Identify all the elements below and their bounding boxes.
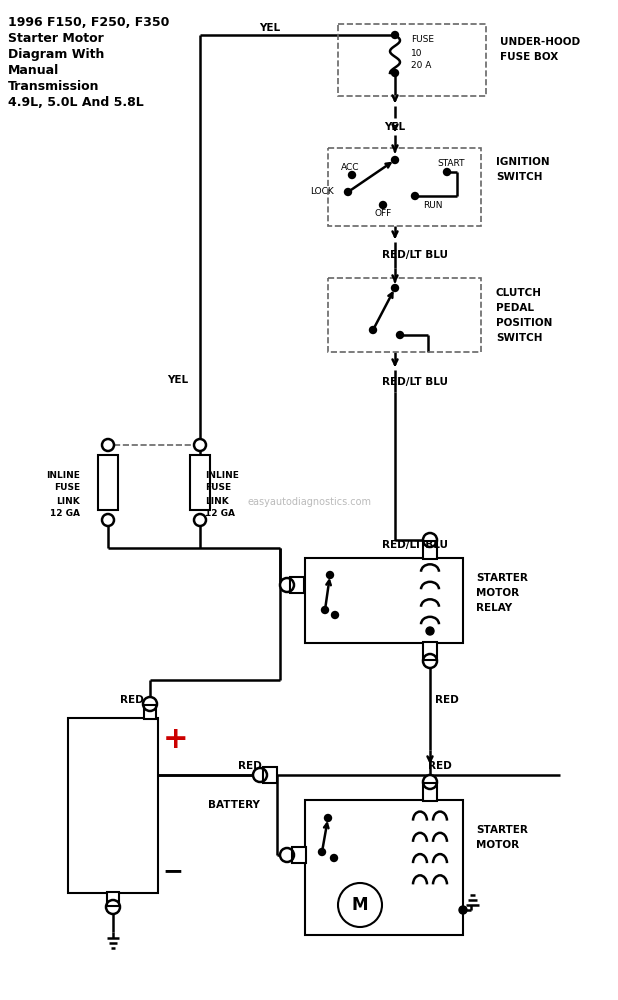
Bar — [107, 892, 119, 906]
Text: Transmission: Transmission — [8, 80, 99, 93]
Text: M: M — [352, 896, 368, 914]
Text: RELAY: RELAY — [476, 603, 512, 613]
Circle shape — [102, 514, 114, 526]
Bar — [328, 148, 481, 226]
Text: FUSE: FUSE — [411, 35, 434, 44]
Text: YEL: YEL — [384, 122, 405, 132]
Circle shape — [423, 654, 437, 668]
Text: 4.9L, 5.0L And 5.8L: 4.9L, 5.0L And 5.8L — [8, 96, 144, 109]
Text: +: + — [163, 726, 189, 754]
Text: LINK: LINK — [205, 496, 229, 506]
Circle shape — [370, 326, 376, 334]
Text: SWITCH: SWITCH — [496, 333, 543, 343]
Text: LINK: LINK — [56, 496, 80, 506]
Bar — [423, 541, 437, 559]
Circle shape — [426, 627, 434, 635]
Bar — [423, 783, 437, 801]
Text: FUSE: FUSE — [205, 484, 231, 492]
Circle shape — [280, 848, 294, 862]
Circle shape — [326, 572, 334, 578]
Circle shape — [391, 31, 399, 38]
Text: 20 A: 20 A — [411, 60, 431, 70]
Text: FUSE BOX: FUSE BOX — [500, 52, 558, 62]
Text: Starter Motor: Starter Motor — [8, 32, 104, 45]
Circle shape — [331, 611, 339, 618]
Circle shape — [349, 172, 355, 178]
Text: MOTOR: MOTOR — [476, 840, 519, 850]
Bar — [98, 455, 118, 510]
Circle shape — [423, 775, 437, 789]
Text: RED/LT BLU: RED/LT BLU — [382, 250, 448, 260]
Text: easyautodiagnostics.com: easyautodiagnostics.com — [248, 497, 372, 507]
Circle shape — [321, 606, 329, 613]
Text: SWITCH: SWITCH — [496, 172, 543, 182]
Text: STARTER: STARTER — [476, 573, 528, 583]
Circle shape — [143, 697, 157, 711]
Bar — [263, 767, 277, 783]
Circle shape — [102, 439, 114, 451]
Text: START: START — [438, 159, 465, 168]
Circle shape — [338, 883, 382, 927]
Text: 1996 F150, F250, F350: 1996 F150, F250, F350 — [8, 16, 169, 29]
Text: INLINE: INLINE — [205, 471, 239, 480]
Bar — [290, 577, 304, 593]
Circle shape — [391, 70, 399, 77]
Circle shape — [253, 768, 267, 782]
Bar — [338, 24, 486, 96]
Bar — [190, 455, 210, 510]
Text: OFF: OFF — [375, 210, 392, 219]
Text: 12 GA: 12 GA — [50, 510, 80, 518]
Text: YEL: YEL — [260, 23, 281, 33]
Text: 12 GA: 12 GA — [205, 510, 235, 518]
Circle shape — [391, 156, 399, 163]
Circle shape — [391, 284, 399, 292]
Bar — [68, 718, 158, 893]
Text: PEDAL: PEDAL — [496, 303, 534, 313]
Text: UNDER-HOOD: UNDER-HOOD — [500, 37, 580, 47]
Text: RUN: RUN — [423, 200, 442, 210]
Text: MOTOR: MOTOR — [476, 588, 519, 598]
Circle shape — [280, 578, 294, 592]
Circle shape — [459, 906, 467, 914]
Text: IGNITION: IGNITION — [496, 157, 549, 167]
Bar — [328, 278, 481, 352]
Text: RED: RED — [428, 761, 452, 771]
Text: −: − — [163, 859, 184, 883]
Text: RED: RED — [120, 695, 144, 705]
Circle shape — [379, 202, 386, 209]
Text: Diagram With: Diagram With — [8, 48, 104, 61]
Text: ACC: ACC — [341, 162, 359, 172]
Text: INLINE: INLINE — [46, 471, 80, 480]
Bar — [292, 847, 306, 863]
Text: RED: RED — [238, 761, 262, 771]
Text: BATTERY: BATTERY — [208, 800, 260, 810]
Circle shape — [444, 168, 451, 176]
Circle shape — [344, 188, 352, 196]
Bar — [305, 800, 463, 935]
Bar — [305, 558, 463, 643]
Text: STARTER: STARTER — [476, 825, 528, 835]
Text: RED: RED — [435, 695, 459, 705]
Circle shape — [318, 848, 326, 856]
Text: FUSE: FUSE — [54, 484, 80, 492]
Text: LOCK: LOCK — [310, 188, 334, 196]
Text: POSITION: POSITION — [496, 318, 552, 328]
Bar — [144, 705, 156, 719]
Circle shape — [331, 854, 337, 861]
Text: Manual: Manual — [8, 64, 59, 77]
Text: RED/LT BLU: RED/LT BLU — [382, 540, 448, 550]
Circle shape — [397, 332, 404, 338]
Circle shape — [194, 514, 206, 526]
Text: 10: 10 — [411, 48, 423, 57]
Text: RED/LT BLU: RED/LT BLU — [382, 377, 448, 387]
Circle shape — [412, 192, 418, 200]
Circle shape — [324, 814, 331, 822]
Circle shape — [423, 533, 437, 547]
Circle shape — [194, 439, 206, 451]
Text: YEL: YEL — [167, 375, 188, 385]
Text: CLUTCH: CLUTCH — [496, 288, 542, 298]
Bar — [423, 642, 437, 660]
Circle shape — [106, 900, 120, 914]
